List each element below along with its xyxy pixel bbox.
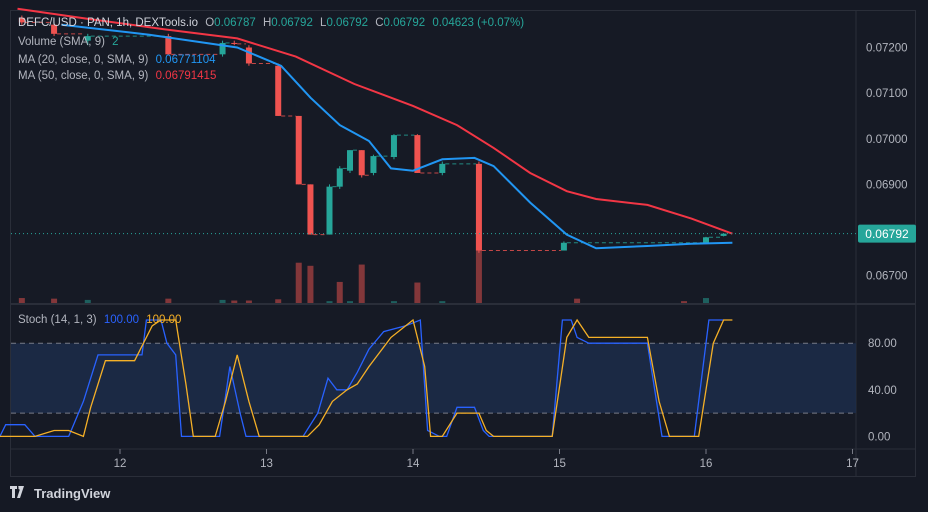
ma20-label: MA (20, close, 0, SMA, 9) bbox=[18, 54, 149, 66]
price-tick-label: 0.07200 bbox=[866, 43, 908, 55]
candle-body bbox=[307, 184, 314, 235]
stoch-band-fill bbox=[11, 343, 856, 414]
volume-bar bbox=[295, 262, 302, 303]
volume-bar bbox=[245, 300, 252, 303]
volume-bar bbox=[18, 298, 25, 303]
ma20-legend[interactable]: MA (20, close, 0, SMA, 9) 0.06771104 bbox=[18, 52, 220, 68]
stoch-k-value: 100.00 bbox=[103, 314, 140, 326]
candle-body bbox=[18, 17, 25, 23]
volume-bar bbox=[703, 298, 709, 303]
volume-bar bbox=[307, 265, 314, 303]
candle-body bbox=[51, 24, 58, 34]
volume-bar bbox=[219, 299, 226, 303]
volume-bar bbox=[84, 299, 91, 303]
candle-body bbox=[84, 36, 91, 41]
candle-body bbox=[358, 150, 365, 176]
volume-bar bbox=[165, 298, 172, 303]
candle-body bbox=[326, 186, 333, 235]
volume-bar bbox=[51, 298, 58, 303]
candle-body bbox=[390, 135, 397, 157]
low-label: L bbox=[320, 17, 327, 29]
candle-body bbox=[275, 65, 282, 116]
stoch-k-line bbox=[0, 319, 724, 438]
time-tick-label: 13 bbox=[260, 458, 273, 470]
candle-body bbox=[414, 135, 421, 173]
volume-bar bbox=[439, 301, 446, 303]
price-tick-label: 0.06700 bbox=[866, 271, 908, 283]
tradingview-logo-icon bbox=[10, 486, 28, 501]
volume-bar bbox=[681, 301, 688, 303]
price-tick-label: 0.07000 bbox=[866, 134, 908, 146]
price-tick-label: 0.06900 bbox=[866, 179, 908, 191]
time-tick-label: 15 bbox=[553, 458, 566, 470]
candle-body bbox=[245, 47, 252, 64]
volume-value: 2 bbox=[112, 36, 119, 48]
symbol-legend: DEFC/USD · PAN, 1h, DEXTools.io O0.06787… bbox=[18, 15, 532, 31]
close-label: C bbox=[375, 17, 384, 29]
change-value: 0.04623 (+0.07%) bbox=[432, 17, 525, 29]
time-tick-label: 12 bbox=[114, 458, 127, 470]
volume-bar bbox=[347, 301, 354, 303]
high-label: H bbox=[262, 17, 272, 29]
tradingview-name: TradingView bbox=[34, 486, 111, 501]
ma20-line bbox=[61, 23, 733, 250]
stoch-tick-label: 80.00 bbox=[868, 338, 897, 350]
candle-body bbox=[219, 42, 226, 55]
stoch-legend[interactable]: Stoch (14, 1, 3) 100.00 100.00 bbox=[18, 312, 185, 328]
volume-bar bbox=[358, 264, 365, 303]
candle-body bbox=[165, 36, 172, 55]
candle-body bbox=[720, 233, 727, 236]
volume-bar bbox=[475, 231, 482, 303]
ohlc-readout: O0.06787 H0.06792 L0.06792 C0.06792 0.04… bbox=[205, 17, 528, 29]
volume-bar bbox=[231, 300, 238, 303]
candle-body bbox=[370, 156, 377, 173]
close-value: 0.06792 bbox=[383, 17, 426, 29]
candle-body bbox=[295, 115, 302, 185]
high-value: 0.06792 bbox=[271, 17, 313, 29]
ma50-line bbox=[17, 7, 733, 235]
volume-bar bbox=[390, 301, 397, 303]
candle-body bbox=[703, 237, 709, 243]
symbol-title[interactable]: DEFC/USD · PAN, 1h, DEXTools.io bbox=[18, 17, 199, 29]
volume-bar bbox=[336, 281, 343, 303]
stoch-tick-label: 0.00 bbox=[868, 431, 890, 443]
candle-body bbox=[560, 242, 567, 251]
ma50-legend[interactable]: MA (50, close, 0, SMA, 9) 0.06791415 bbox=[18, 68, 220, 84]
candle-body bbox=[439, 163, 446, 173]
volume-label: Volume (SMA, 9) bbox=[18, 36, 105, 48]
volume-bar bbox=[275, 299, 282, 303]
open-value: 0.06787 bbox=[214, 17, 256, 29]
candle-body bbox=[336, 168, 343, 187]
stoch-label: Stoch (14, 1, 3) bbox=[18, 314, 97, 326]
candle-body bbox=[475, 163, 482, 251]
volume-bar bbox=[574, 298, 581, 303]
candle-body bbox=[231, 42, 238, 44]
last-price-label: 0.06792 bbox=[865, 227, 909, 241]
open-label: O bbox=[205, 17, 215, 29]
stoch-d-line bbox=[0, 318, 733, 438]
price-tick-label: 0.07100 bbox=[866, 88, 908, 100]
time-tick-label: 14 bbox=[407, 458, 420, 470]
stoch-tick-label: 40.00 bbox=[868, 385, 897, 397]
ma20-value: 0.06771104 bbox=[155, 54, 216, 66]
volume-bar bbox=[326, 301, 333, 303]
ma50-value: 0.06791415 bbox=[155, 70, 217, 82]
candle-body bbox=[347, 150, 354, 171]
last-price-label-bg bbox=[858, 224, 916, 243]
time-tick-label: 17 bbox=[846, 458, 859, 470]
low-value: 0.06792 bbox=[326, 17, 369, 29]
volume-legend[interactable]: Volume (SMA, 9) 2 bbox=[18, 34, 123, 50]
time-tick-label: 16 bbox=[700, 458, 713, 470]
volume-bar bbox=[414, 282, 421, 303]
ma50-label: MA (50, close, 0, SMA, 9) bbox=[18, 70, 149, 82]
tradingview-branding[interactable]: TradingView bbox=[10, 486, 110, 501]
stoch-d-value: 100.00 bbox=[146, 314, 182, 326]
